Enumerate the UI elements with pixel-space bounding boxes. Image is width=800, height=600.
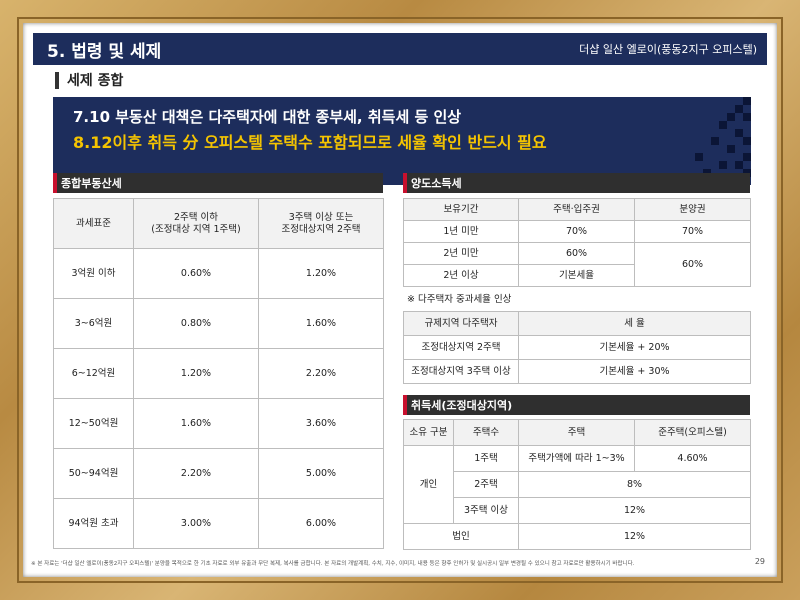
table-cell: 50~94억원 [53,448,134,499]
table-cell: 2년 미만 [403,242,519,265]
table-cell: 2.20% [133,448,259,499]
table-row: 1년 미만 70% 70% [403,220,751,243]
table-row: 94억원 초과 3.00% 6.00% [53,498,384,549]
table-cell: 60% [634,242,751,287]
table-cell: 1년 미만 [403,220,519,243]
table-cell: 조정대상지역 3주택 이상 [403,359,519,384]
transfer-tax-title: 양도소득세 [411,177,462,190]
table-row: 2년 미만 60% 60% [403,242,751,287]
section-title-text: 세제 종합 [67,73,124,89]
project-name: 더샵 일산 엘로이(풍동2지구 오피스텔) [579,43,757,56]
comprehensive-tax-title: 종합부동산세 [61,177,122,190]
table-row: 6~12억원 1.20% 2.20% [53,348,384,399]
page-number: 29 [754,557,765,566]
comprehensive-tax-header: 종합부동산세 [53,173,383,193]
table-cell: 4.60% [634,445,751,472]
table-cell: 12~50억원 [53,398,134,449]
table-cell: 3.00% [133,498,259,549]
table-header-cell: 세 율 [518,311,751,336]
frame-inner-border [17,17,783,583]
table-cell: 법인 [403,523,519,550]
transfer-tax-table: 보유기간 주택·입주권 분양권 1년 미만 70% 70% 2년 미만 60% … [403,198,751,287]
table-row: 3주택 이상 12% [404,497,751,524]
table-cell: 1.20% [258,248,384,299]
table-cell: 2년 이상 [403,264,519,287]
table-cell: 1.20% [133,348,259,399]
acquisition-tax-title: 취득세(조정대상지역) [411,399,513,412]
section-title: 세제 종합 [55,70,123,90]
table-cell: 기본세율 + 30% [518,359,751,384]
table-header-cell: 준주택(오피스텔) [634,419,751,446]
table-cell: 1주택 [453,445,519,472]
table-cell: 기본세율 + 20% [518,335,751,360]
table-cell: 12% [518,523,751,550]
table-cell: 3억원 이하 [53,248,134,299]
table-cell: 12% [518,497,751,524]
page-title: 5. 법령 및 세제 [47,41,162,62]
table-header-cell: 규제지역 다주택자 [403,311,519,336]
table-cell: 개인 [403,445,454,524]
table-cell: 6~12억원 [53,348,134,399]
table-header-cell: 3주택 이상 또는 조정대상지역 2주택 [258,198,384,249]
table-cell: 1.60% [258,298,384,349]
table-cell: 5.00% [258,448,384,499]
table-cell: 3.60% [258,398,384,449]
table-cell: 70% [518,220,635,243]
footer-disclaimer: ※ 본 자료는 '더샵 일산 엘로이(풍동2지구 오피스텔)' 분양을 목적으로… [31,561,635,567]
top-bar: 5. 법령 및 세제 더샵 일산 엘로이(풍동2지구 오피스텔) [33,33,767,65]
table-cell: 8% [518,471,751,498]
table-cell: 1.60% [133,398,259,449]
table-row: 3억원 이하 0.60% 1.20% [53,248,384,299]
heavy-tax-note: ※ 다주택자 중과세율 인상 [407,294,512,305]
table-cell: 0.80% [133,298,259,349]
table-header-cell: 보유기간 [403,198,519,221]
slide-page: 5. 법령 및 세제 더샵 일산 엘로이(풍동2지구 오피스텔) 세제 종합 7… [23,23,777,577]
table-header-cell: 소유 구분 [403,419,454,446]
table-cell: 2주택 [453,471,519,498]
banner-line1: 7.10 부동산 대책은 다주택자에 대한 종부세, 취득세 등 인상 [73,108,462,126]
section-marker [55,71,59,89]
table-cell: 60% [518,242,635,265]
table-cell: 조정대상지역 2주택 [403,335,519,360]
table-cell: 2.20% [258,348,384,399]
heavy-tax-table: 규제지역 다주택자 세 율 조정대상지역 2주택 기본세율 + 20% 조정대상… [403,311,751,384]
transfer-tax-header: 양도소득세 [403,173,750,193]
table-row: 2주택 8% [404,471,751,498]
table-header-cell: 주택수 [453,419,519,446]
table-cell: 주택가액에 따라 1~3% [518,445,635,472]
table-cell: 70% [634,220,751,243]
table-row: 2년 이상 기본세율 [403,264,751,287]
table-cell: 6.00% [258,498,384,549]
table-header-cell: 과세표준 [53,198,134,249]
table-cell: 94억원 초과 [53,498,134,549]
table-cell: 0.60% [133,248,259,299]
comprehensive-tax-table: 과세표준 2주택 이하 (조정대상 지역 1주택) 3주택 이상 또는 조정대상… [53,198,384,549]
table-row: 조정대상지역 2주택 기본세율 + 20% [403,335,751,360]
banner-line2: 8.12이후 취득 分 오피스텔 주택수 포함되므로 세율 확인 반드시 필요 [73,133,547,152]
acquisition-tax-header: 취득세(조정대상지역) [403,395,750,415]
table-row: 개인 1주택 주택가액에 따라 1~3% 4.60% [403,445,751,524]
table-row: 12~50억원 1.60% 3.60% [53,398,384,449]
table-header-cell: 주택 [518,419,635,446]
headline-banner: 7.10 부동산 대책은 다주택자에 대한 종부세, 취득세 등 인상 8.12… [53,97,751,185]
table-header-cell: 주택·입주권 [518,198,635,221]
table-cell: 기본세율 [518,264,635,287]
table-header-cell: 2주택 이하 (조정대상 지역 1주택) [133,198,259,249]
banner-pixel-decoration [671,97,751,185]
table-cell: 3~6억원 [53,298,134,349]
table-row: 조정대상지역 3주택 이상 기본세율 + 30% [403,359,751,384]
table-row: 50~94억원 2.20% 5.00% [53,448,384,499]
table-row: 3~6억원 0.80% 1.60% [53,298,384,349]
acquisition-tax-table: 소유 구분 주택수 주택 준주택(오피스텔) 개인 1주택 주택가액에 따라 1… [403,419,751,550]
table-row: 법인 12% [403,523,751,550]
table-cell: 3주택 이상 [453,497,519,524]
table-header-cell: 분양권 [634,198,751,221]
